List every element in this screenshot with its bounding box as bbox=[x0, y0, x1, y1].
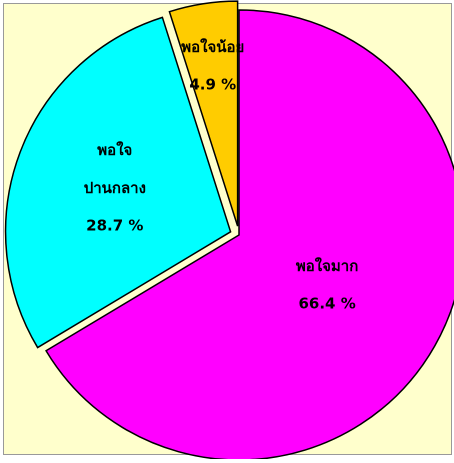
pie-slice bbox=[45, 9, 454, 461]
value-label: 28.7 % bbox=[86, 217, 143, 235]
category-label: พอใจน้อย bbox=[181, 38, 244, 56]
category-label: พอใจมาก bbox=[296, 256, 358, 274]
category-label: พอใจปานกลาง bbox=[84, 141, 146, 197]
value-label: 66.4 % bbox=[298, 294, 355, 312]
pie-slice bbox=[4, 16, 232, 349]
pie-slice bbox=[168, 0, 239, 227]
value-label: 4.9 % bbox=[189, 76, 236, 94]
